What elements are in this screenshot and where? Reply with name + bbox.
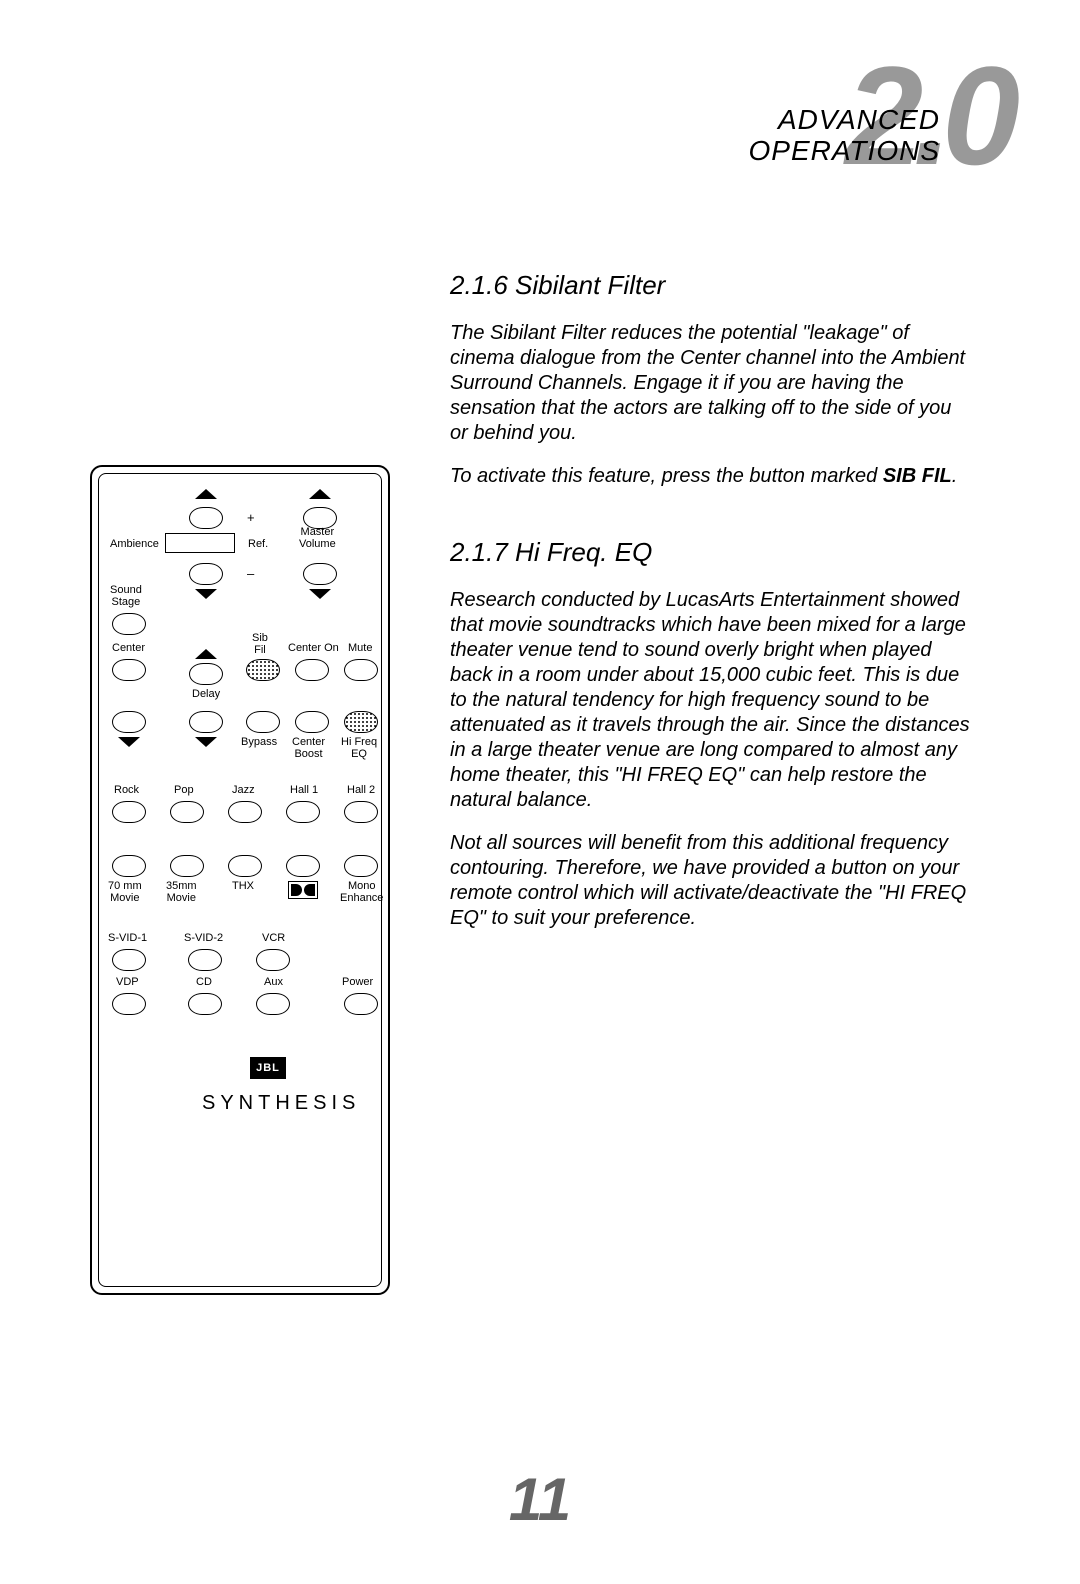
ambience-up-icon — [195, 489, 217, 499]
svid2-button[interactable] — [188, 949, 222, 971]
volume-up-icon — [309, 489, 331, 499]
sound-stage-button[interactable] — [112, 613, 146, 635]
cd-button[interactable] — [188, 993, 222, 1015]
mute-button[interactable] — [344, 659, 378, 681]
hifreq-eq-button[interactable] — [344, 711, 378, 733]
hifreq-para2: Not all sources will benefit from this a… — [450, 831, 970, 931]
35mm-label: 35mm Movie — [166, 881, 197, 904]
delay-up-icon — [195, 649, 217, 659]
sibfil-button[interactable] — [246, 659, 280, 681]
sibilant-para1: The Sibilant Filter reduces the potentia… — [450, 321, 970, 446]
vdp-button[interactable] — [112, 993, 146, 1015]
header-title: ADVANCED OPERATIONS — [748, 105, 940, 167]
svid1-label: S-VID-1 — [108, 933, 147, 945]
delay-down-button[interactable] — [189, 711, 223, 733]
70mm-button[interactable] — [112, 855, 146, 877]
center-up-button[interactable] — [112, 659, 146, 681]
bypass-button[interactable] — [246, 711, 280, 733]
page-number: 11 — [509, 1465, 571, 1534]
section-title-hifreq: 2.1.7 Hi Freq. EQ — [450, 537, 970, 568]
sibilant-p2c: . — [952, 465, 958, 487]
sound-stage-label: Sound Stage — [110, 585, 142, 608]
rock-button[interactable] — [112, 801, 146, 823]
sibilant-para2: To activate this feature, press the butt… — [450, 464, 970, 489]
pop-button[interactable] — [170, 801, 204, 823]
pop-label: Pop — [174, 785, 194, 797]
ambience-down-button[interactable] — [189, 563, 223, 585]
header-line2: OPERATIONS — [748, 136, 940, 167]
master-volume-label: Master Volume — [299, 527, 336, 550]
content-column: 2.1.6 Sibilant Filter The Sibilant Filte… — [450, 270, 970, 949]
remote-diagram: + Ambience Ref. Master Volume – Sound St… — [90, 465, 390, 1295]
thx-label: THX — [232, 881, 254, 893]
section-title-sibilant: 2.1.6 Sibilant Filter — [450, 270, 970, 301]
sibilant-p2a: To activate this feature, press the butt… — [450, 465, 883, 487]
center-label: Center — [112, 643, 145, 655]
hifreq-eq-label: Hi Freq EQ — [341, 737, 377, 760]
mono-label: Mono Enhance — [340, 881, 383, 904]
mute-label: Mute — [348, 643, 372, 655]
vcr-label: VCR — [262, 933, 285, 945]
aux-label: Aux — [264, 977, 283, 989]
remote-body: + Ambience Ref. Master Volume – Sound St… — [90, 465, 390, 1295]
power-button[interactable] — [344, 993, 378, 1015]
bypass-label: Bypass — [241, 737, 277, 749]
sibilant-sibfil-label: SIB FIL — [883, 465, 952, 487]
svid2-label: S-VID-2 — [184, 933, 223, 945]
delay-up-button[interactable] — [189, 663, 223, 685]
synthesis-label: SYNTHESIS — [202, 1092, 360, 1115]
ambience-down-icon — [195, 589, 217, 599]
jbl-logo: JBL — [250, 1057, 286, 1079]
center-boost-label: Center Boost — [292, 737, 325, 760]
hifreq-para1: Research conducted by LucasArts Entertai… — [450, 588, 970, 813]
page-header: 2.0 ADVANCED OPERATIONS — [720, 55, 1000, 195]
ambience-label: Ambience — [110, 539, 159, 551]
delay-label: Delay — [192, 689, 220, 701]
cd-label: CD — [196, 977, 212, 989]
vdp-label: VDP — [116, 977, 139, 989]
center-down-icon — [118, 737, 140, 747]
center-down-button[interactable] — [112, 711, 146, 733]
hall2-label: Hall 2 — [347, 785, 375, 797]
centeron-label: Center On — [288, 643, 339, 655]
hall1-label: Hall 1 — [290, 785, 318, 797]
thx-button[interactable] — [228, 855, 262, 877]
ambience-up-button[interactable] — [189, 507, 223, 529]
mono-button[interactable] — [344, 855, 378, 877]
jazz-label: Jazz — [232, 785, 255, 797]
ref-label: Ref. — [248, 539, 268, 551]
dolby-icon — [288, 881, 318, 899]
ambience-display — [165, 533, 235, 553]
35mm-button[interactable] — [170, 855, 204, 877]
vcr-button[interactable] — [256, 949, 290, 971]
svid1-button[interactable] — [112, 949, 146, 971]
jazz-button[interactable] — [228, 801, 262, 823]
hall1-button[interactable] — [286, 801, 320, 823]
volume-down-button[interactable] — [303, 563, 337, 585]
aux-button[interactable] — [256, 993, 290, 1015]
minus-label: – — [247, 567, 254, 581]
70mm-label: 70 mm Movie — [108, 881, 142, 904]
hall2-button[interactable] — [344, 801, 378, 823]
center-boost-button[interactable] — [295, 711, 329, 733]
volume-down-icon — [309, 589, 331, 599]
header-line1: ADVANCED — [748, 105, 940, 136]
delay-down-icon — [195, 737, 217, 747]
power-label: Power — [342, 977, 373, 989]
centeron-button[interactable] — [295, 659, 329, 681]
dolby-button[interactable] — [286, 855, 320, 877]
sibfil-label: Sib Fil — [252, 633, 268, 656]
rock-label: Rock — [114, 785, 139, 797]
plus-label: + — [247, 511, 255, 525]
